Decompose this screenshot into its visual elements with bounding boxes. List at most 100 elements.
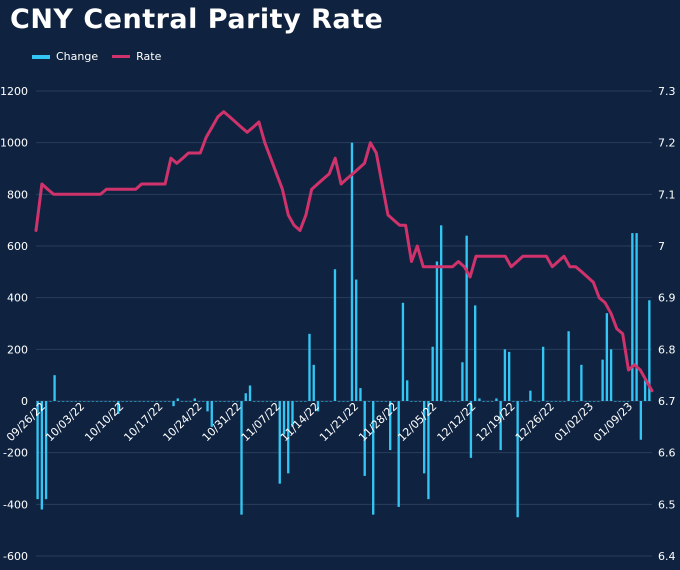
change-bar xyxy=(537,401,541,402)
change-bar xyxy=(299,401,303,402)
change-bar xyxy=(223,401,226,402)
legend-swatch-rate xyxy=(112,55,131,58)
change-bar xyxy=(100,401,103,402)
change-bar xyxy=(452,401,456,402)
change-bar xyxy=(503,349,507,401)
change-bar xyxy=(83,401,86,402)
change-bar xyxy=(376,401,379,402)
change-bar xyxy=(36,401,39,500)
change-bar xyxy=(397,401,400,507)
change-bar xyxy=(541,346,545,401)
change-bar xyxy=(78,401,82,402)
change-bar xyxy=(473,305,477,401)
legend-swatch-change xyxy=(32,54,50,59)
change-bar xyxy=(176,398,179,401)
change-bar xyxy=(202,401,205,402)
change-bar xyxy=(367,401,371,402)
change-bar xyxy=(393,401,396,402)
change-bar xyxy=(70,401,73,402)
change-bar xyxy=(253,401,256,402)
change-bar xyxy=(457,401,460,402)
change-bar xyxy=(554,401,558,402)
change-bar xyxy=(567,331,570,401)
x-tick-label: 10/10/22 xyxy=(82,400,126,444)
change-bar xyxy=(304,401,307,402)
legend-item-rate[interactable]: Rate xyxy=(112,50,161,63)
change-bar xyxy=(270,401,273,402)
change-bar xyxy=(61,401,65,402)
change-bar xyxy=(91,401,94,402)
x-tick-label: 01/09/23 xyxy=(591,400,635,444)
change-bar xyxy=(520,401,524,402)
change-bar xyxy=(312,364,315,401)
change-bar xyxy=(482,401,485,402)
change-bar xyxy=(431,346,434,401)
change-bar xyxy=(550,401,553,402)
x-tick-label: 12/26/22 xyxy=(513,400,557,444)
change-bar xyxy=(571,401,575,402)
change-bar xyxy=(626,401,630,402)
legend-label-rate: Rate xyxy=(136,50,162,63)
change-bar xyxy=(524,401,528,402)
change-bar xyxy=(342,401,345,402)
change-bar xyxy=(227,401,230,402)
change-bar xyxy=(490,401,494,402)
y-left-tick-label: 1200 xyxy=(0,85,28,98)
change-bar xyxy=(189,401,192,402)
change-bar xyxy=(639,401,643,440)
change-bar xyxy=(214,401,218,402)
change-bar xyxy=(499,401,502,451)
change-bar xyxy=(440,225,443,401)
y-right-tick-label: 6.9 xyxy=(658,292,676,305)
change-bar xyxy=(168,401,171,402)
change-bar xyxy=(380,401,383,402)
change-bar xyxy=(346,401,349,402)
change-bar xyxy=(512,401,515,402)
x-tick-label: 10/24/22 xyxy=(161,400,205,444)
x-tick-label: 10/03/22 xyxy=(43,400,87,444)
change-bar xyxy=(401,302,405,401)
y-left-tick-label: 800 xyxy=(7,188,28,201)
change-bar xyxy=(138,401,141,402)
change-bar xyxy=(529,390,532,401)
change-bar xyxy=(295,401,298,402)
y-right-tick-label: 7 xyxy=(658,240,665,253)
change-bar xyxy=(112,401,116,402)
y-right-tick-label: 6.8 xyxy=(658,343,676,356)
change-bar xyxy=(142,401,145,402)
y-right-tick-label: 6.4 xyxy=(658,550,676,563)
x-tick-label: 01/02/23 xyxy=(552,400,596,444)
change-bar xyxy=(265,401,269,402)
y-right-tick-label: 7.1 xyxy=(658,188,676,201)
y-left-tick-label: 0 xyxy=(21,395,28,408)
change-bar xyxy=(155,401,158,402)
y-left-tick-label: -400 xyxy=(3,498,28,511)
change-bar xyxy=(614,401,617,402)
change-bar xyxy=(74,401,77,402)
legend: Change Rate xyxy=(32,50,161,63)
change-bar xyxy=(558,401,562,402)
change-bar xyxy=(325,401,328,402)
change-bar xyxy=(121,401,124,402)
legend-item-change[interactable]: Change xyxy=(32,50,98,63)
change-bar xyxy=(359,388,362,401)
change-bar xyxy=(597,401,600,402)
change-bar xyxy=(350,142,354,401)
change-bar xyxy=(414,401,417,402)
change-bar xyxy=(185,401,188,402)
change-bar xyxy=(427,401,430,500)
change-bar xyxy=(643,380,647,401)
y-right-tick-label: 7.2 xyxy=(658,137,676,150)
change-bar xyxy=(546,401,549,402)
change-bar xyxy=(592,401,596,402)
chart-title: CNY Central Parity Rate xyxy=(10,4,384,35)
change-bar xyxy=(49,401,52,402)
change-bar xyxy=(197,401,201,402)
change-bar xyxy=(384,401,388,402)
change-bar xyxy=(129,401,133,402)
change-bar xyxy=(533,401,536,402)
change-bar xyxy=(40,401,44,510)
change-bar xyxy=(282,401,286,435)
change-bar xyxy=(308,333,311,401)
